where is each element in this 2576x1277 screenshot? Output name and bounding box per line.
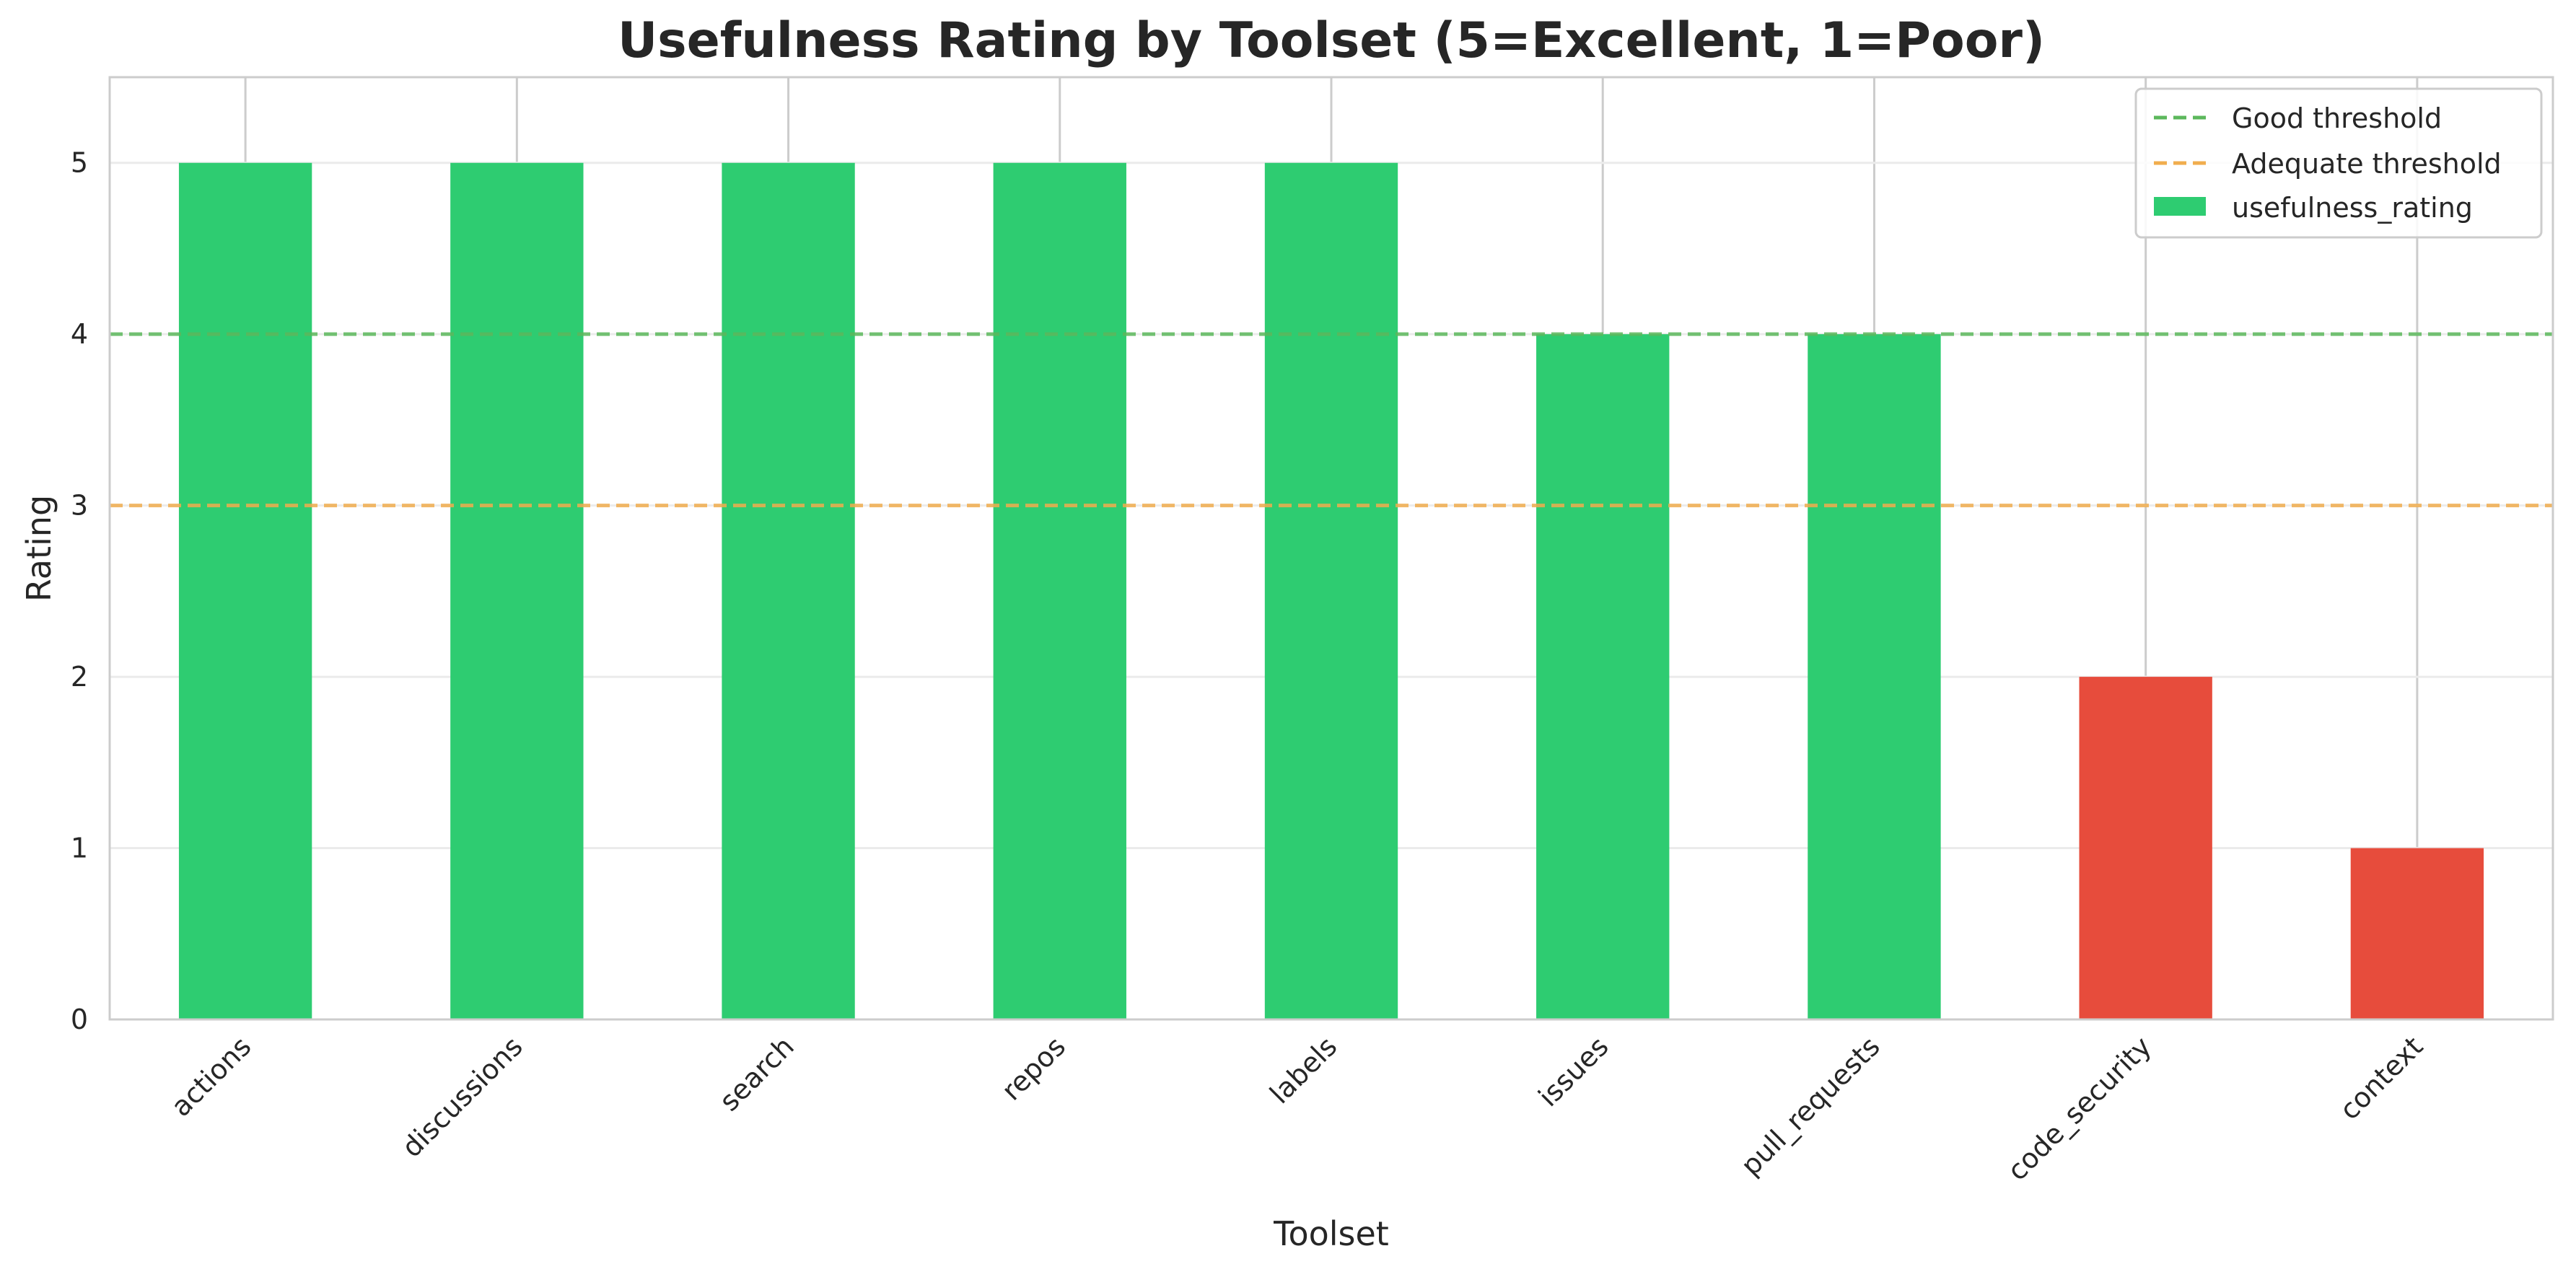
x-tick-label: pull_requests [1735, 1030, 1886, 1182]
reference-lines [110, 332, 2553, 508]
chart-title: Usefulness Rating by Toolset (5=Excellen… [618, 12, 2045, 69]
bar-issues [1536, 334, 1670, 1019]
bar-context [2350, 848, 2484, 1019]
y-tick-label: 1 [71, 833, 88, 864]
x-tick-label: discussions [395, 1030, 528, 1163]
x-tick-label: actions [165, 1030, 258, 1123]
y-tick-label: 0 [71, 1004, 88, 1035]
legend-usefulness-rating-swatch [2154, 197, 2206, 216]
plot-frame [108, 76, 2554, 1021]
legend-usefulness-rating-label: usefulness_rating [2232, 192, 2473, 224]
legend: Good threshold Adequate threshold useful… [2134, 87, 2543, 239]
bar-search [722, 162, 855, 1019]
legend-good-threshold-label: Good threshold [2232, 102, 2442, 134]
y-tick-labels: 0 1 2 3 4 5 [71, 147, 88, 1035]
y-tick-label: 2 [71, 661, 88, 693]
x-tick-label: code_security [2001, 1030, 2157, 1187]
x-tick-labels: actions discussions search repos labels issue… [165, 1030, 2430, 1187]
bar-labels [1264, 162, 1398, 1019]
y-tick-label: 5 [71, 147, 88, 179]
x-tick-label: repos [996, 1030, 1072, 1107]
bars-group [178, 162, 2484, 1019]
x-tick-label: issues [1532, 1030, 1614, 1113]
legend-adequate-threshold-label: Adequate threshold [2232, 148, 2502, 180]
x-tick-label: context [2334, 1030, 2429, 1125]
x-axis-label: Toolset [1273, 1214, 1389, 1253]
x-tick-label: search [714, 1030, 800, 1117]
x-tick-label: labels [1263, 1030, 1343, 1110]
y-tick-label: 4 [71, 318, 88, 350]
bar-actions [178, 162, 312, 1019]
bar-code_security [2079, 677, 2212, 1019]
bar-discussions [450, 162, 584, 1019]
bar-pull_requests [1808, 334, 1941, 1019]
bar-repos [993, 162, 1126, 1019]
legend-box [2134, 87, 2543, 239]
y-tick-label: 3 [71, 490, 88, 522]
y-axis-label: Rating [19, 495, 58, 602]
